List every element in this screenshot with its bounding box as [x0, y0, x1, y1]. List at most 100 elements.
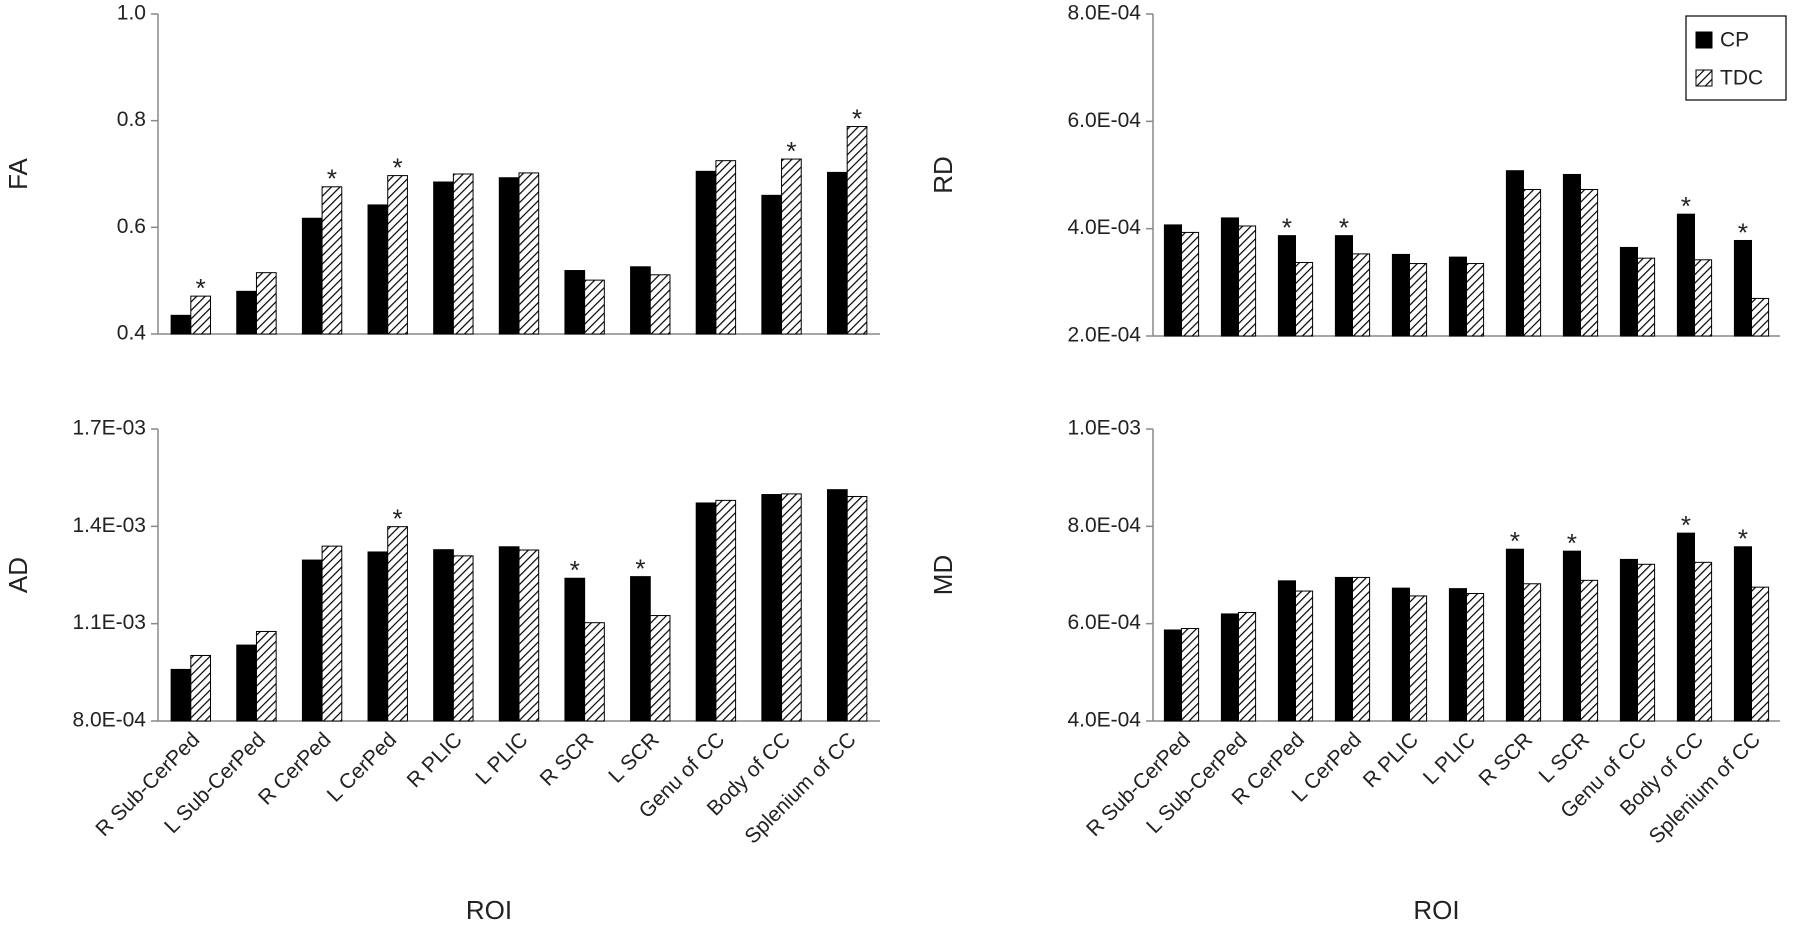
bar	[301, 559, 323, 722]
bar	[1277, 235, 1297, 337]
y-tick-label: 1.0	[117, 2, 146, 25]
bar	[1238, 611, 1257, 722]
significance-marker: *	[1567, 528, 1577, 558]
significance-marker: *	[1681, 191, 1691, 221]
bar	[1448, 588, 1468, 722]
bar	[761, 494, 783, 722]
bar	[781, 493, 802, 722]
y-axis-title: RD	[928, 156, 958, 194]
bar	[498, 546, 520, 722]
bar	[452, 555, 474, 722]
y-tick-label: 8.0E-04	[1067, 2, 1141, 25]
bar	[301, 217, 323, 335]
legend: CP TDC	[1685, 15, 1787, 101]
y-tick-label: 0.4	[117, 322, 147, 345]
bar	[321, 186, 343, 335]
significance-marker: *	[852, 103, 862, 133]
bar	[367, 204, 389, 335]
bar	[1352, 253, 1371, 337]
panel: 2.0E-04 4.0E-04 6.0E-04 8.0E-04 RD * * * * CP TDC	[928, 2, 1787, 347]
bar	[1181, 231, 1200, 337]
bar	[1619, 558, 1639, 722]
significance-marker: *	[1681, 510, 1691, 540]
bar	[695, 170, 717, 335]
bar	[715, 160, 737, 335]
y-tick-label: 0.6	[117, 215, 146, 238]
bar	[518, 172, 540, 335]
x-tick-label: R SCR	[536, 728, 598, 790]
y-tick-label: 4.0E-04	[1067, 709, 1141, 732]
significance-marker: *	[570, 555, 580, 585]
bar	[846, 495, 868, 722]
bar	[255, 630, 277, 722]
bar	[255, 272, 277, 335]
bar	[387, 526, 408, 722]
y-tick-label: 1.7E-03	[72, 417, 146, 440]
significance-marker: *	[393, 152, 403, 182]
bar	[1619, 246, 1639, 337]
bar	[1523, 583, 1542, 722]
bar	[170, 314, 192, 335]
bar	[1391, 587, 1411, 722]
bar	[1409, 595, 1428, 722]
bar	[1295, 590, 1314, 722]
bar	[1733, 239, 1753, 337]
bar	[1580, 579, 1599, 722]
bar	[649, 615, 671, 722]
bar	[564, 270, 586, 335]
x-axis-title: ROI	[466, 895, 512, 925]
x-tick-label: L Sub-CerPed	[1142, 728, 1252, 838]
significance-marker: *	[393, 504, 403, 534]
y-axis-title: FA	[3, 157, 33, 189]
bar	[761, 194, 783, 335]
x-tick-label: R PLIC	[1359, 728, 1423, 792]
significance-marker: *	[196, 273, 206, 303]
bar	[1238, 225, 1257, 337]
bar	[236, 290, 257, 335]
x-tick-label: R PLIC	[403, 728, 467, 792]
bar	[452, 173, 474, 335]
y-tick-label: 8.0E-04	[1067, 514, 1141, 537]
x-tick-label: L PLIC	[1419, 728, 1480, 789]
bar	[498, 177, 520, 335]
bar	[1409, 263, 1428, 337]
y-tick-label: 2.0E-04	[1067, 324, 1141, 347]
bar	[1562, 550, 1582, 722]
bar	[1505, 548, 1525, 722]
bar	[1733, 546, 1753, 722]
bar	[1163, 629, 1183, 722]
bar	[1637, 563, 1656, 722]
x-tick-label: L CerPed	[323, 728, 401, 806]
bar	[826, 171, 848, 335]
significance-marker: *	[1510, 526, 1520, 556]
bar	[321, 545, 343, 722]
bar	[1277, 580, 1297, 722]
significance-marker: *	[1282, 213, 1292, 243]
bar	[236, 644, 257, 722]
y-tick-label: 1.4E-03	[72, 514, 146, 537]
bar	[1466, 263, 1485, 337]
bar	[190, 654, 212, 722]
bar	[630, 576, 651, 722]
bar	[1334, 576, 1354, 722]
bar	[1295, 261, 1314, 337]
significance-marker: *	[1738, 217, 1748, 247]
significance-marker: *	[635, 553, 645, 583]
bar	[1523, 188, 1542, 337]
bar	[1580, 188, 1599, 337]
significance-marker: *	[1339, 213, 1349, 243]
bar	[170, 668, 192, 722]
bar	[1163, 224, 1183, 337]
y-axis-title: MD	[928, 555, 958, 595]
bar	[630, 266, 651, 335]
legend-label: TDC	[1720, 67, 1763, 90]
y-tick-label: 0.8	[117, 108, 146, 131]
bar	[1676, 532, 1696, 722]
bar	[1334, 235, 1354, 337]
bar	[1352, 576, 1371, 722]
bar	[190, 295, 212, 335]
y-tick-label: 8.0E-04	[72, 709, 146, 732]
significance-marker: *	[327, 164, 337, 194]
